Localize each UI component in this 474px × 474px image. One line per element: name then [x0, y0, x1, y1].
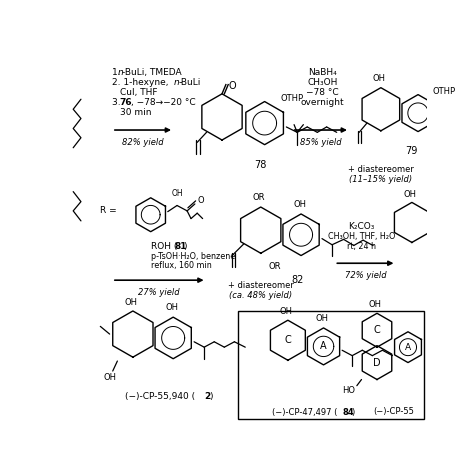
Text: 30 min: 30 min: [120, 109, 151, 118]
Text: 82% yield: 82% yield: [122, 138, 164, 147]
Text: OH: OH: [369, 301, 382, 310]
Text: p-TsOH·H₂O, benzene: p-TsOH·H₂O, benzene: [151, 252, 235, 261]
Text: 27% yield: 27% yield: [137, 288, 179, 297]
Text: OH: OH: [165, 303, 178, 312]
Text: ): ): [183, 242, 187, 251]
Text: -BuLi, TMEDA: -BuLi, TMEDA: [122, 68, 182, 77]
Text: OR: OR: [253, 193, 265, 202]
Text: (ca. 48% yield): (ca. 48% yield): [229, 291, 292, 300]
Text: + diastereomer: + diastereomer: [348, 164, 414, 173]
Text: OH: OH: [404, 190, 417, 199]
Text: 2. 1-hexyne,: 2. 1-hexyne,: [112, 78, 171, 87]
Text: n: n: [174, 78, 180, 87]
Text: 3.: 3.: [112, 99, 123, 108]
Text: O: O: [197, 196, 204, 205]
Text: CuI, THF: CuI, THF: [120, 89, 157, 98]
Text: CH₃OH: CH₃OH: [308, 78, 338, 87]
Text: OTHP: OTHP: [280, 94, 303, 103]
Text: rt, 24 h: rt, 24 h: [347, 242, 376, 251]
Text: ): ): [351, 408, 355, 417]
Text: 2: 2: [204, 392, 210, 401]
Text: OTHP: OTHP: [432, 87, 455, 96]
Text: , −78→−20 °C: , −78→−20 °C: [130, 99, 195, 108]
Text: O: O: [228, 81, 236, 91]
Text: 76: 76: [120, 99, 132, 108]
Text: + diastereomer: + diastereomer: [228, 281, 294, 290]
Text: OH: OH: [293, 200, 306, 209]
Text: ): ): [209, 392, 212, 401]
Text: 78: 78: [255, 160, 267, 170]
Text: CH₃OH, THF, H₂O: CH₃OH, THF, H₂O: [328, 232, 395, 241]
Text: A: A: [320, 341, 327, 351]
Text: C: C: [374, 325, 380, 335]
Text: 82: 82: [291, 275, 303, 285]
Text: 72% yield: 72% yield: [345, 271, 386, 280]
Text: overnight: overnight: [301, 99, 345, 108]
Text: (−)-CP-55: (−)-CP-55: [373, 407, 414, 416]
Text: 84: 84: [342, 408, 354, 417]
Text: HO: HO: [342, 386, 356, 395]
Text: n: n: [118, 68, 123, 77]
Text: 79: 79: [406, 146, 418, 156]
Text: 85% yield: 85% yield: [300, 138, 341, 147]
Text: −78 °C: −78 °C: [306, 89, 339, 98]
Text: 81: 81: [175, 242, 187, 251]
Text: A: A: [405, 343, 411, 352]
Text: OH: OH: [373, 74, 386, 83]
Bar: [237, 311, 423, 419]
Text: OH: OH: [125, 298, 138, 307]
Text: (−)-CP-47,497 (: (−)-CP-47,497 (: [272, 408, 337, 417]
Text: (11–15% yield): (11–15% yield): [349, 175, 412, 184]
Text: (−)-CP-55,940 (: (−)-CP-55,940 (: [125, 392, 195, 401]
Text: C: C: [284, 335, 291, 345]
Text: OR: OR: [268, 263, 281, 272]
Text: OH: OH: [103, 373, 116, 382]
Text: reflux, 160 min: reflux, 160 min: [151, 261, 211, 270]
Text: D: D: [373, 357, 381, 367]
Text: 1.: 1.: [112, 68, 123, 77]
Text: K₂CO₃: K₂CO₃: [348, 222, 374, 231]
Text: -BuLi: -BuLi: [179, 78, 201, 87]
Text: OH: OH: [280, 307, 293, 316]
Text: NaBH₄: NaBH₄: [309, 68, 337, 77]
Text: OH: OH: [316, 313, 328, 322]
Text: ROH (: ROH (: [151, 242, 177, 251]
Text: OH: OH: [171, 189, 183, 198]
Text: R =: R =: [100, 206, 116, 215]
